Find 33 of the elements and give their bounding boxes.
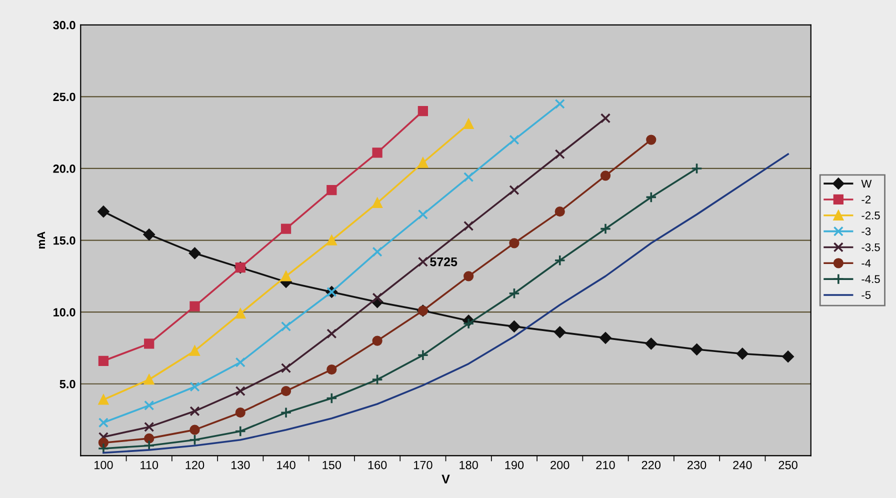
- x-tick-label: 130: [231, 460, 250, 470]
- x-tick-label: 230: [688, 460, 706, 470]
- x-tick-label: 100: [94, 460, 113, 470]
- y-tick-label: 25.0: [53, 92, 76, 102]
- y-tick-label: 30.0: [53, 20, 76, 30]
- y-tick-label: 15.0: [54, 236, 76, 245]
- x-tick-label: 190: [505, 460, 524, 470]
- x-tick-label: 210: [596, 460, 615, 470]
- x-tick-label: 180: [460, 460, 478, 470]
- y-tick-label: 5.0: [60, 380, 76, 388]
- legend-label: -2: [862, 196, 871, 204]
- y-tick-label: 20.0: [53, 164, 76, 173]
- x-tick-label: 120: [186, 460, 204, 470]
- x-tick-label: 110: [140, 460, 158, 470]
- annotation: 5725: [430, 257, 458, 266]
- x-tick-label: 160: [368, 460, 387, 470]
- legend-label: -4: [862, 259, 871, 268]
- x-tick-label: 150: [322, 460, 342, 470]
- legend-label: -3.5: [862, 243, 880, 252]
- x-tick-label: 220: [642, 460, 661, 470]
- x-tick-label: 140: [277, 460, 296, 470]
- legend-label: -2.5: [862, 212, 880, 220]
- legend-label: -5: [862, 291, 871, 299]
- x-tick-label: 240: [733, 460, 752, 470]
- y-tick-label: 10.0: [54, 308, 76, 316]
- legend-label: -4.5: [862, 275, 880, 284]
- x-axis-title: V: [442, 474, 450, 484]
- legend-label: W: [861, 180, 872, 188]
- x-tick-label: 250: [778, 460, 798, 470]
- y-axis-title: mA: [37, 232, 45, 249]
- x-tick-label: 200: [550, 460, 570, 470]
- legend-label: -3: [862, 227, 871, 236]
- x-tick-label: 170: [414, 460, 432, 470]
